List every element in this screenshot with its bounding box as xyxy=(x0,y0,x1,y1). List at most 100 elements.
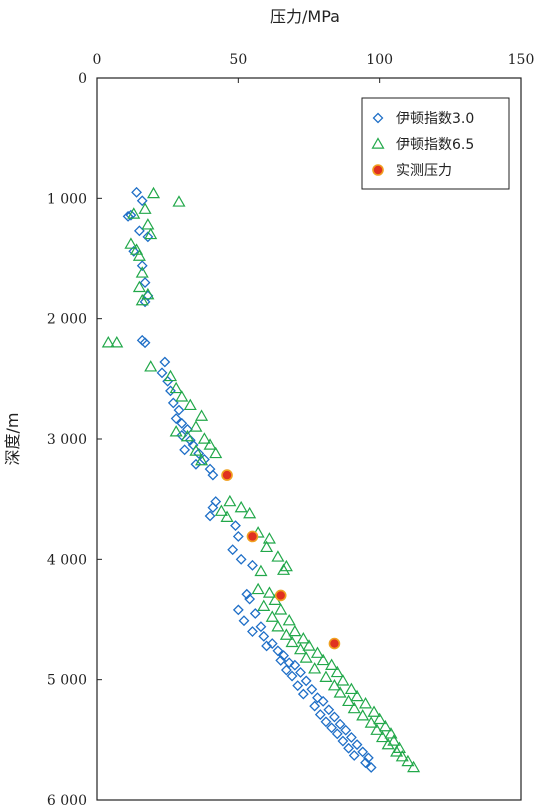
diamond-point xyxy=(247,626,258,637)
triangle-point xyxy=(271,550,285,562)
triangle-point xyxy=(132,249,146,261)
triangle-point xyxy=(220,510,234,522)
diamond-point xyxy=(280,664,292,676)
x-axis-title: 压力/MPa xyxy=(270,7,340,26)
triangle-point xyxy=(401,754,415,767)
legend-label: 实测压力 xyxy=(396,163,452,179)
diamond-point xyxy=(136,260,148,272)
diamond-point xyxy=(235,553,247,565)
circle-point xyxy=(221,469,233,481)
diamond-point xyxy=(331,728,343,740)
diamond-point xyxy=(345,732,357,743)
triangle-point xyxy=(347,701,361,714)
triangle-point xyxy=(214,504,228,516)
triangle-point xyxy=(319,670,333,682)
diamond-point xyxy=(176,417,188,429)
y-axis-title: 深度/m xyxy=(3,413,22,466)
triangle-point xyxy=(101,336,115,348)
diamond-point xyxy=(340,724,352,736)
diamond-point xyxy=(232,604,244,616)
triangle-point xyxy=(124,237,138,249)
legend-item: 实测压力 xyxy=(372,163,452,179)
x-axis-ticks: 0 50 100 150 xyxy=(93,52,534,83)
diamond-point xyxy=(125,209,137,221)
triangle-point xyxy=(288,624,302,637)
triangle-point xyxy=(299,651,313,663)
triangle-point xyxy=(277,563,291,575)
series-1 xyxy=(122,186,377,773)
triangle-point xyxy=(381,737,395,750)
diamond-point xyxy=(232,531,244,542)
diamond-point xyxy=(139,277,151,288)
triangle-point xyxy=(356,709,370,721)
diamond-point xyxy=(184,434,196,446)
diamond-point xyxy=(204,510,216,522)
diamond-point xyxy=(190,458,202,470)
legend-marker xyxy=(372,112,384,124)
triangle-point xyxy=(163,369,178,382)
diamond-point xyxy=(283,657,295,669)
triangle-point xyxy=(293,642,308,655)
diamond-point xyxy=(334,718,346,730)
diamond-point xyxy=(266,638,278,649)
triangle-point xyxy=(325,658,339,670)
triangle-point xyxy=(209,446,223,459)
triangle-point xyxy=(146,186,161,199)
triangle-point xyxy=(342,694,356,707)
diamond-point xyxy=(139,296,151,308)
diamond-point xyxy=(227,544,239,556)
diamond-point xyxy=(258,630,270,642)
series-2 xyxy=(101,186,421,773)
diamond-point xyxy=(357,746,369,758)
diamond-point xyxy=(320,716,332,728)
triangle-point xyxy=(390,745,404,757)
diamond-point xyxy=(179,444,191,456)
legend-label: 伊顿指数3.0 xyxy=(396,111,474,127)
diamond-point xyxy=(300,675,312,687)
triangle-point xyxy=(169,381,183,394)
diamond-point xyxy=(162,375,174,387)
diamond-point xyxy=(210,496,222,507)
diamond-point xyxy=(238,615,250,627)
triangle-point xyxy=(180,429,194,442)
diamond-point xyxy=(165,385,176,397)
triangle-point xyxy=(141,218,155,230)
diamond-point xyxy=(275,654,287,666)
diamond-point xyxy=(198,454,210,465)
y-tick-label: 2 000 xyxy=(47,312,87,328)
triangle-point xyxy=(135,293,149,306)
data-marks xyxy=(101,186,421,773)
diamond-point xyxy=(182,423,193,435)
diamond-point xyxy=(261,640,273,652)
legend-marker xyxy=(371,137,385,149)
triangle-point xyxy=(144,227,158,240)
diamond-point xyxy=(131,186,142,198)
diamond-point xyxy=(249,608,261,619)
series-3 xyxy=(221,469,341,650)
triangle-point xyxy=(370,723,384,735)
triangle-point xyxy=(172,195,186,207)
diamond-point xyxy=(286,670,298,682)
triangle-point xyxy=(262,586,276,598)
diamond-point xyxy=(122,210,134,222)
triangle-point xyxy=(127,207,141,219)
triangle-point xyxy=(327,678,341,691)
triangle-point xyxy=(344,682,358,695)
triangle-point xyxy=(130,243,144,255)
diamond-point xyxy=(139,337,151,349)
diamond-point xyxy=(156,367,168,379)
triangle-point xyxy=(316,653,330,666)
diamond-point xyxy=(136,195,148,207)
diamond-point xyxy=(360,757,371,769)
diamond-point xyxy=(255,621,267,633)
diamond-point xyxy=(292,680,304,692)
triangle-point xyxy=(378,719,392,732)
triangle-point xyxy=(279,628,293,640)
x-tick-label: 0 xyxy=(93,52,102,68)
triangle-point xyxy=(138,202,152,214)
circle-point xyxy=(274,589,287,602)
triangle-point xyxy=(265,610,279,622)
diamond-point xyxy=(247,559,258,571)
legend: 伊顿指数3.0 伊顿指数6.5 实测压力 xyxy=(361,97,510,190)
triangle-point xyxy=(132,280,146,293)
